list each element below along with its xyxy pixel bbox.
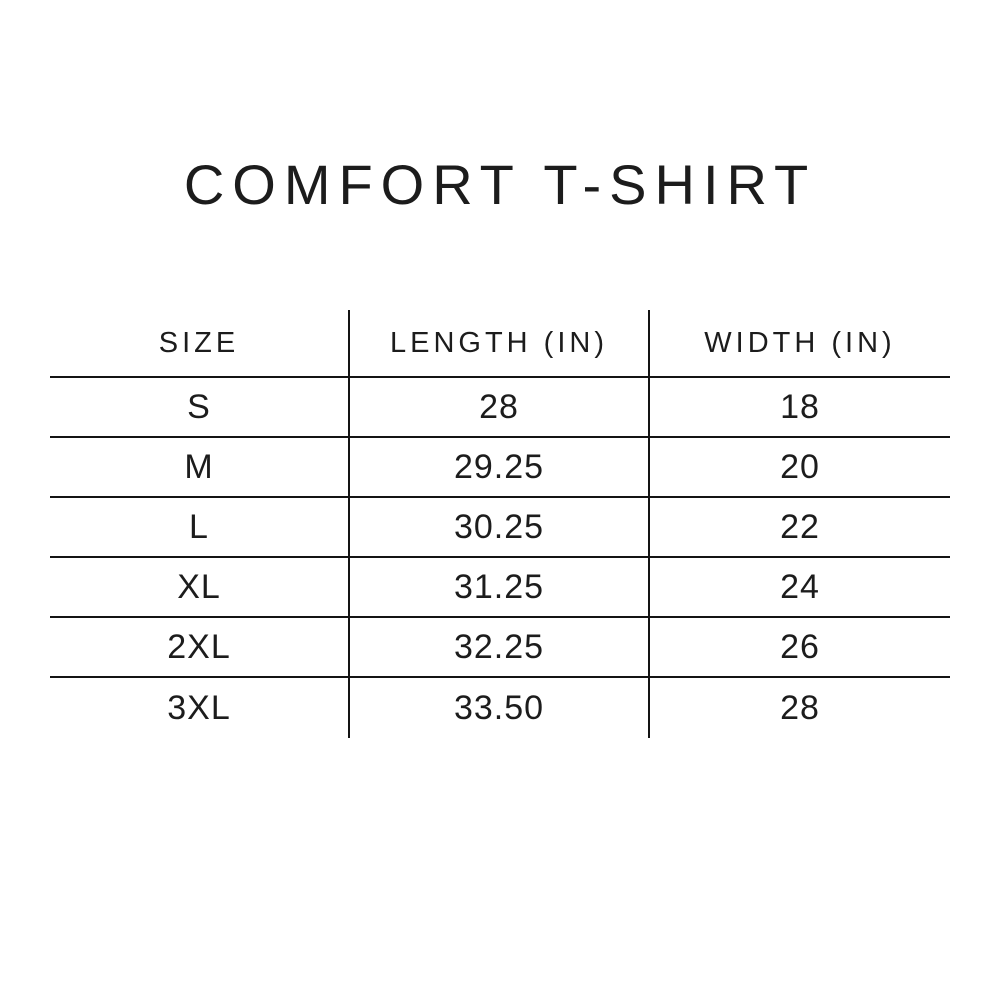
size-cell: L [50, 498, 350, 558]
width-cell: 18 [650, 378, 950, 438]
column-header-length: LENGTH (IN) [350, 310, 650, 378]
size-cell: XL [50, 558, 350, 618]
width-cell: 22 [650, 498, 950, 558]
width-cell: 20 [650, 438, 950, 498]
size-cell: M [50, 438, 350, 498]
column-header-size: SIZE [50, 310, 350, 378]
column-header-width: WIDTH (IN) [650, 310, 950, 378]
width-cell: 24 [650, 558, 950, 618]
size-cell: S [50, 378, 350, 438]
table-row-m: M 29.25 20 [50, 438, 950, 498]
table-row-2xl: 2XL 32.25 26 [50, 618, 950, 678]
table-row-xl: XL 31.25 24 [50, 558, 950, 618]
width-cell: 28 [650, 678, 950, 738]
table-row-l: L 30.25 22 [50, 498, 950, 558]
length-cell: 33.50 [350, 678, 650, 738]
table-row-3xl: 3XL 33.50 28 [50, 678, 950, 738]
length-cell: 30.25 [350, 498, 650, 558]
table-header-row: SIZE LENGTH (IN) WIDTH (IN) [50, 310, 950, 378]
length-cell: 32.25 [350, 618, 650, 678]
size-cell: 3XL [50, 678, 350, 738]
length-cell: 28 [350, 378, 650, 438]
size-table: SIZE LENGTH (IN) WIDTH (IN) S 28 18 M 29… [50, 310, 950, 738]
page-title: COMFORT T-SHIRT [183, 153, 817, 216]
length-cell: 29.25 [350, 438, 650, 498]
width-cell: 26 [650, 618, 950, 678]
table-row-s: S 28 18 [50, 378, 950, 438]
size-cell: 2XL [50, 618, 350, 678]
length-cell: 31.25 [350, 558, 650, 618]
